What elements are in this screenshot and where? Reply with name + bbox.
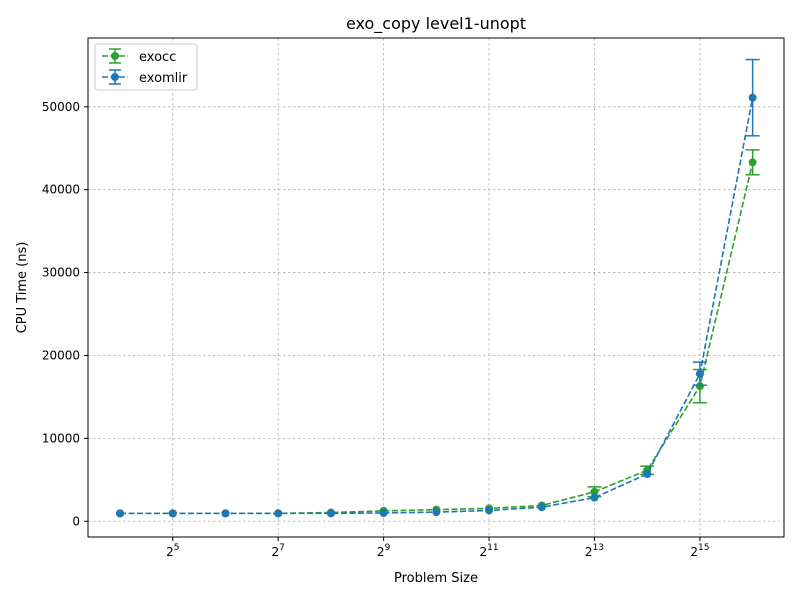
x-tick-label: 25 [166,543,179,559]
data-point [695,369,704,378]
series-layer [116,58,760,518]
data-point [379,508,388,517]
y-tick-label: 20000 [42,348,80,362]
x-axis: 25 27 29 211 213 215 [166,537,709,559]
axes-frame [87,37,785,538]
y-tick-label: 30000 [42,266,80,280]
y-axis: 0 10000 20000 30000 40000 50000 [42,100,88,528]
x-axis-label: Problem Size [394,571,478,586]
x-tick-exponent: 7 [279,543,285,553]
data-point [643,470,652,479]
data-point [590,493,599,502]
y-axis-label: CPU Time (ns) [15,242,30,334]
series-exomlir [116,58,760,518]
chart-title: exo_copy level1-unopt [346,14,526,34]
x-tick-label: 211 [479,543,498,559]
data-point [748,158,757,167]
x-tick-exponent: 11 [487,543,498,553]
x-tick-exponent: 9 [385,543,391,553]
y-tick-label: 50000 [42,100,80,114]
legend-label: exocc [139,50,176,65]
data-point [695,382,704,391]
x-tick-exponent: 13 [593,543,604,553]
x-tick-exponent: 15 [698,543,709,553]
data-point [432,508,441,517]
x-tick-exponent: 5 [174,543,180,553]
data-point [221,509,230,518]
x-tick-base: 2 [377,545,385,559]
data-point [748,93,757,102]
data-point [485,506,494,515]
data-point [326,509,335,518]
data-point [537,503,546,512]
y-tick-label: 10000 [42,431,80,445]
x-tick-label: 27 [271,543,284,559]
legend-item-exomlir: exomlir [102,69,188,86]
x-tick-base: 2 [479,545,487,559]
x-tick-label: 215 [690,543,709,559]
legend-label: exomlir [139,71,188,86]
data-point [116,509,125,518]
y-tick-label: 40000 [42,183,80,197]
legend: exocc exomlir [94,43,198,91]
x-tick-base: 2 [690,545,698,559]
legend-marker [111,52,119,60]
legend-marker [111,73,119,81]
x-tick-label: 29 [377,543,391,559]
y-tick-label: 0 [72,514,80,528]
x-tick-base: 2 [271,545,279,559]
data-point [590,487,599,496]
x-tick-base: 2 [585,545,593,559]
data-point [274,509,283,518]
x-tick-base: 2 [166,545,174,559]
data-point [168,509,177,518]
x-tick-label: 213 [585,543,604,559]
legend-item-exocc: exocc [102,48,176,65]
